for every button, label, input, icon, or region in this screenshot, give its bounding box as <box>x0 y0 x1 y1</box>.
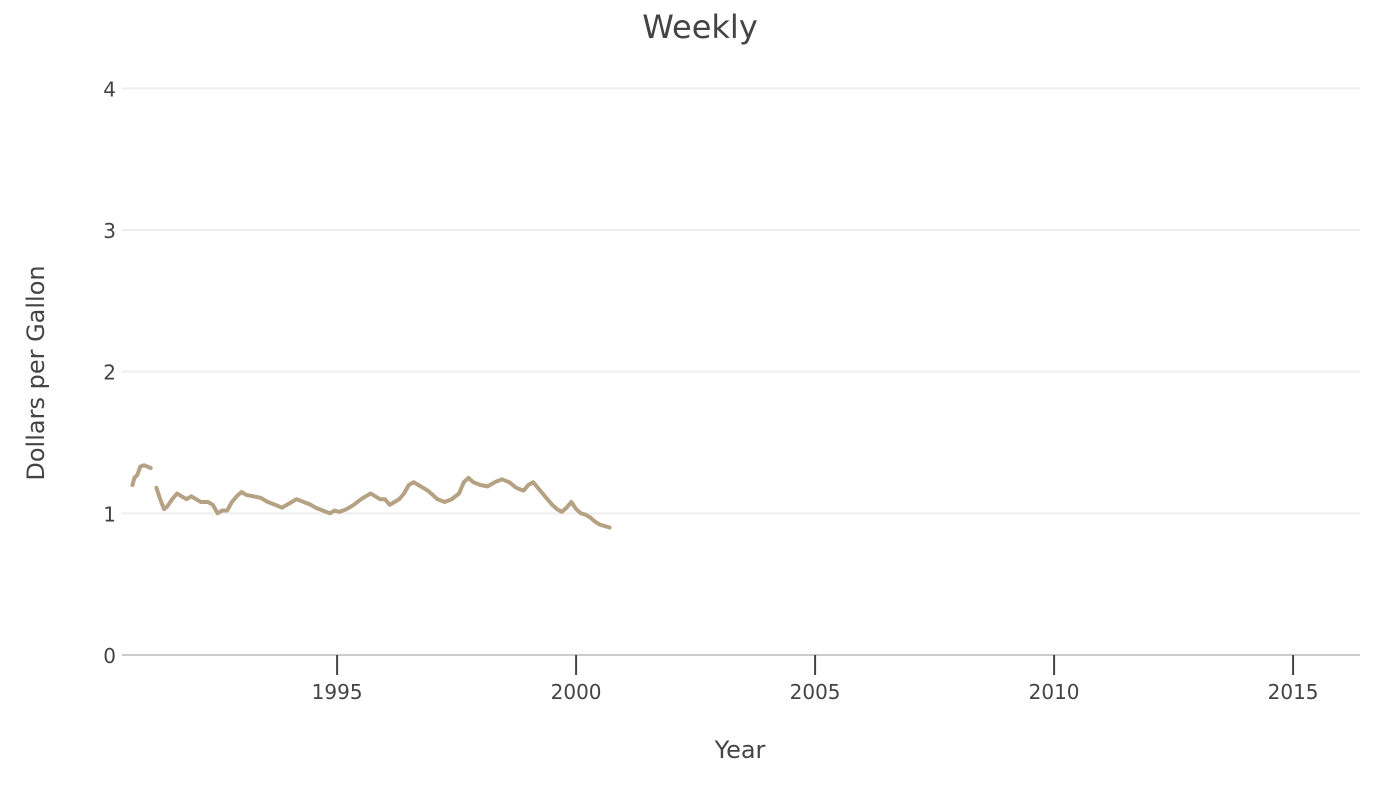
series-layer <box>130 463 612 530</box>
series-line-0 <box>130 463 612 530</box>
y-axis-title: Dollars per Gallon <box>22 265 50 480</box>
x-axis-title: Year <box>714 736 766 764</box>
x-tick-label: 2010 <box>1029 680 1080 704</box>
y-tick-label: 0 <box>103 644 116 668</box>
x-tick-label: 1995 <box>312 680 363 704</box>
y-tick-label: 3 <box>103 219 116 243</box>
x-tick-label: 2000 <box>551 680 602 704</box>
grid-lines <box>122 87 1360 515</box>
chart-title: Weekly <box>642 8 758 46</box>
x-tick-label: 2005 <box>790 680 841 704</box>
y-tick-label: 2 <box>103 361 116 385</box>
y-tick-label: 1 <box>103 502 116 526</box>
y-tick-label: 4 <box>103 77 116 101</box>
axes: 0 1 2 3 4 1995 2000 2005 2010 2015 <box>103 77 1360 704</box>
x-tick-label: 2015 <box>1268 680 1319 704</box>
